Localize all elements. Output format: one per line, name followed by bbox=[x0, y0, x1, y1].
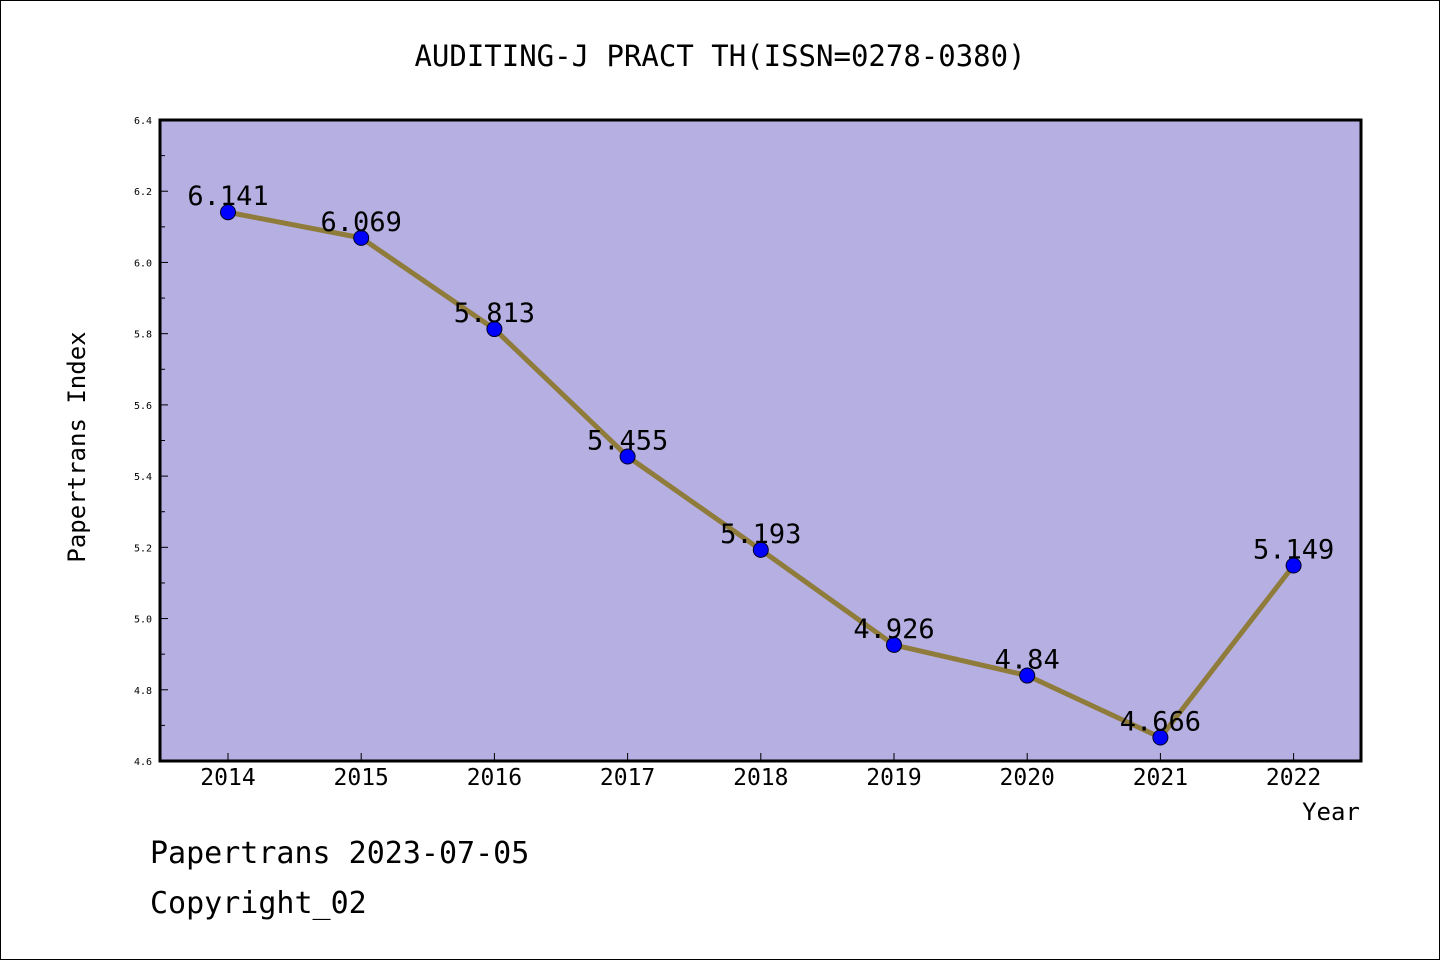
y-axis: 4.6 4.8 5.0 5.2 5.4 5.6 5.8 6.0 6.2 6.4 bbox=[134, 116, 168, 768]
y-tick-label: 5.0 bbox=[134, 615, 152, 626]
footer-copyright: Copyright_02 bbox=[150, 886, 367, 921]
data-label: 6.069 bbox=[321, 207, 402, 238]
y-tick-label: 5.4 bbox=[134, 472, 152, 483]
data-point bbox=[619, 448, 636, 465]
data-label: 4.84 bbox=[995, 645, 1060, 676]
x-tick-label: 2022 bbox=[1266, 765, 1321, 791]
x-tick-label: 2020 bbox=[1000, 765, 1055, 791]
plot-area bbox=[158, 118, 1363, 763]
data-label: 4.666 bbox=[1120, 706, 1201, 737]
x-tick-label: 2021 bbox=[1133, 765, 1188, 791]
y-axis-title: Papertrans Index bbox=[63, 331, 91, 562]
series-line bbox=[220, 204, 1302, 746]
data-label: 6.141 bbox=[187, 181, 268, 212]
data-point bbox=[486, 321, 503, 338]
chart-title: AUDITING-J PRACT TH(ISSN=0278-0380) bbox=[414, 39, 1025, 73]
footer-date: Papertrans 2023-07-05 bbox=[150, 836, 530, 871]
data-label: 5.193 bbox=[720, 519, 801, 550]
data-point bbox=[752, 541, 769, 558]
y-tick-label: 5.2 bbox=[134, 543, 152, 554]
data-label: 5.149 bbox=[1253, 534, 1334, 565]
y-tick-label: 6.2 bbox=[134, 187, 152, 198]
y-tick-label: 4.8 bbox=[134, 686, 152, 697]
y-tick-label: 6.0 bbox=[134, 258, 152, 269]
x-axis-title: Year bbox=[1302, 798, 1360, 826]
data-point bbox=[1152, 729, 1169, 746]
x-axis: 2014 2015 2016 2017 2018 2019 2020 2021 2022 bbox=[200, 753, 1321, 791]
x-tick-label: 2017 bbox=[600, 765, 655, 791]
y-tick-label: 5.6 bbox=[134, 401, 152, 412]
data-label: 4.926 bbox=[853, 614, 934, 645]
y-tick-label: 5.8 bbox=[134, 330, 152, 341]
data-point bbox=[1019, 667, 1036, 684]
x-tick-label: 2018 bbox=[733, 765, 788, 791]
data-point bbox=[886, 636, 902, 653]
y-tick-label: 6.4 bbox=[134, 116, 152, 127]
data-point bbox=[220, 204, 236, 221]
x-tick-label: 2019 bbox=[866, 765, 921, 791]
data-labels: 6.141 6.069 5.813 5.455 5.193 4.926 4.84 4.666 5… bbox=[187, 181, 1334, 737]
y-tick-label: 4.6 bbox=[134, 757, 152, 768]
data-label: 5.813 bbox=[454, 298, 535, 329]
data-label: 5.455 bbox=[587, 426, 668, 457]
data-point bbox=[1285, 557, 1302, 574]
x-tick-label: 2014 bbox=[200, 765, 255, 791]
x-tick-label: 2016 bbox=[467, 765, 522, 791]
x-tick-label: 2015 bbox=[334, 765, 389, 791]
data-point bbox=[353, 229, 370, 246]
